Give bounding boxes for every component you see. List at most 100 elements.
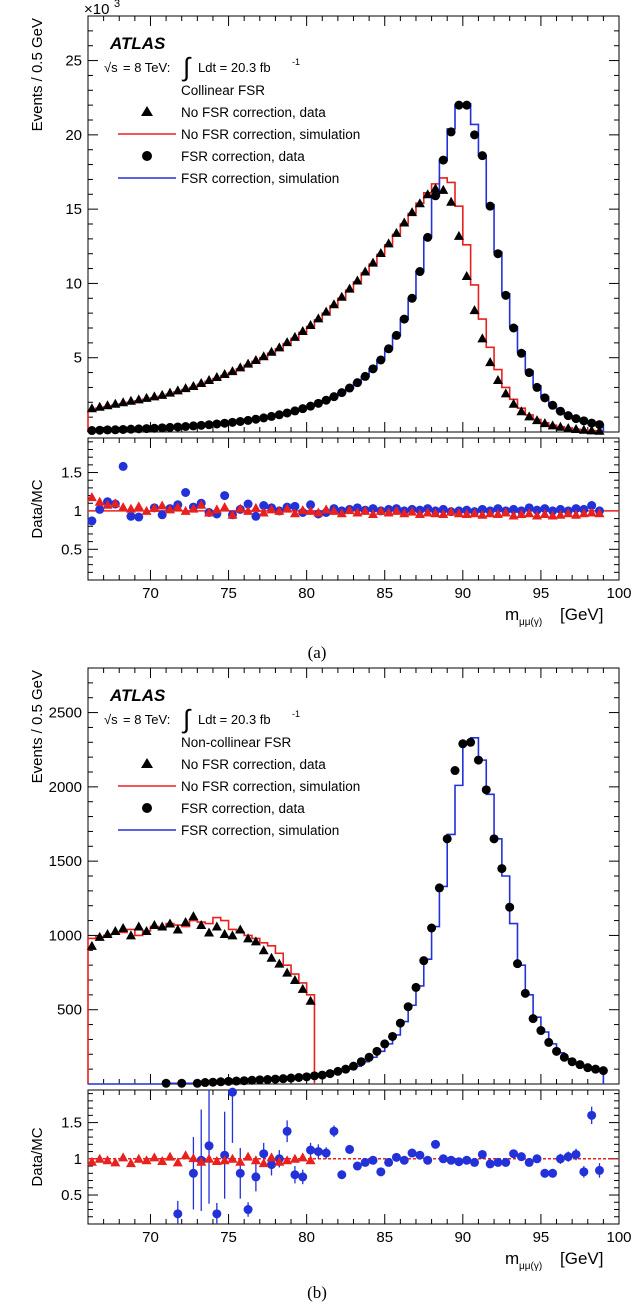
fsr-data-point bbox=[118, 424, 128, 434]
fsr-data-point bbox=[149, 423, 159, 433]
ratio-fsr-point bbox=[524, 1157, 534, 1167]
fsr-data-point bbox=[290, 406, 300, 416]
fsr-data-point bbox=[524, 368, 534, 378]
x-tick-label: 70 bbox=[142, 585, 159, 602]
fsr-data-point bbox=[333, 1066, 343, 1076]
fsr-data-point bbox=[399, 314, 409, 324]
ratio-fsr-point bbox=[430, 1139, 440, 1149]
no-fsr-data-point bbox=[86, 403, 97, 413]
ratio-fsr-point bbox=[204, 1141, 214, 1151]
no-fsr-data-point bbox=[297, 325, 308, 335]
no-fsr-data-point bbox=[243, 933, 254, 943]
ratio-fsr-point bbox=[399, 1155, 409, 1165]
ratio-y-tick-label: 1.5 bbox=[61, 465, 82, 482]
no-fsr-data-point bbox=[305, 320, 316, 330]
fsr-data-point bbox=[591, 1064, 601, 1074]
x-tick-label: 80 bbox=[298, 1229, 315, 1246]
no-fsr-data-point bbox=[235, 924, 246, 934]
fsr-data-point bbox=[87, 426, 97, 436]
ratio-no-fsr-point bbox=[172, 1157, 183, 1167]
fsr-data-point bbox=[512, 959, 522, 969]
ratio-no-fsr-point bbox=[258, 507, 269, 517]
no-fsr-data-point bbox=[164, 918, 175, 928]
ratio-y-tick-label: 0.5 bbox=[61, 541, 82, 558]
ratio-no-fsr-point bbox=[328, 505, 339, 515]
y-tick-label: 500 bbox=[57, 1002, 82, 1019]
ratio-fsr-point bbox=[454, 1157, 464, 1167]
ratio-fsr-point bbox=[227, 1087, 237, 1097]
fsr-data-point bbox=[274, 410, 284, 420]
no-fsr-data-point bbox=[282, 967, 293, 977]
lumi-energy: = 8 TeV: bbox=[123, 712, 170, 727]
fsr-data-point bbox=[196, 420, 206, 430]
no-fsr-data-point bbox=[461, 271, 472, 280]
no-fsr-data-point bbox=[547, 420, 558, 430]
no-fsr-data-point bbox=[235, 362, 246, 372]
ratio-no-fsr-point bbox=[211, 1155, 222, 1165]
ratio-fsr-point bbox=[126, 511, 136, 521]
fsr-data-point bbox=[345, 383, 355, 393]
no-fsr-data-point bbox=[118, 923, 129, 932]
ratio-no-fsr-point bbox=[391, 505, 402, 515]
x-axis-label-unit: [GeV] bbox=[560, 1249, 603, 1268]
ratio-no-fsr-point bbox=[141, 1155, 152, 1165]
ratio-no-fsr-point bbox=[344, 505, 355, 515]
ratio-no-fsr-point bbox=[164, 1151, 175, 1161]
ratio-no-fsr-point bbox=[118, 502, 129, 512]
no-fsr-data-point bbox=[172, 924, 183, 934]
ratio-fsr-point bbox=[532, 505, 542, 515]
atlas-label: ATLAS bbox=[109, 686, 166, 705]
no-fsr-data-point bbox=[344, 283, 355, 293]
no-fsr-data-point bbox=[438, 184, 449, 194]
fsr-data-point bbox=[563, 411, 573, 421]
fsr-data-point bbox=[403, 1002, 413, 1012]
fsr-data-point bbox=[544, 1037, 554, 1047]
y-tick-label: 5 bbox=[74, 350, 82, 367]
fsr-data-point bbox=[423, 232, 433, 242]
fsr-data-point bbox=[575, 1060, 585, 1070]
fsr-data-point bbox=[528, 1014, 538, 1024]
x-tick-label: 75 bbox=[220, 1229, 237, 1246]
ratio-fsr-point bbox=[95, 504, 105, 514]
ratio-no-fsr-point bbox=[133, 501, 144, 511]
no-fsr-data-point bbox=[516, 406, 527, 416]
fsr-data-point bbox=[352, 378, 362, 388]
lumi-energy: = 8 TeV: bbox=[123, 60, 170, 75]
fsr-data-point bbox=[142, 424, 152, 434]
ratio-no-fsr-point bbox=[149, 502, 160, 512]
ratio-fsr-point bbox=[368, 504, 378, 514]
no-fsr-data-point bbox=[297, 983, 308, 993]
x-tick-label: 100 bbox=[606, 585, 631, 602]
ratio-no-fsr-point bbox=[336, 508, 347, 518]
x-axis-label-unit: [GeV] bbox=[560, 605, 603, 624]
no-fsr-data-point bbox=[250, 936, 261, 946]
ratio-no-fsr-point bbox=[157, 1155, 168, 1165]
legend-entry-label: FSR correction, simulation bbox=[181, 823, 339, 838]
x-tick-label: 85 bbox=[376, 1229, 393, 1246]
x-tick-label: 100 bbox=[606, 1229, 631, 1246]
ratio-no-fsr-point bbox=[500, 507, 511, 517]
ratio-no-fsr-point bbox=[289, 508, 300, 518]
ratio-no-fsr-point bbox=[539, 508, 550, 518]
fsr-data-point bbox=[559, 1052, 569, 1062]
fsr-data-point bbox=[341, 1064, 351, 1074]
ratio-fsr-point bbox=[243, 1205, 253, 1215]
ratio-no-fsr-point bbox=[110, 1157, 121, 1167]
fsr-data-point bbox=[567, 1057, 577, 1067]
ratio-no-fsr-point bbox=[563, 508, 574, 518]
fsr-data-point bbox=[356, 1057, 366, 1067]
fsr-data-point bbox=[430, 191, 440, 201]
no-fsr-data-point bbox=[289, 331, 300, 341]
ratio-fsr-point bbox=[259, 501, 269, 511]
ratio-no-fsr-point bbox=[422, 507, 433, 517]
fsr-data-point bbox=[462, 100, 472, 110]
ratio-no-fsr-point bbox=[524, 508, 535, 518]
legend-entry-label: No FSR correction, data bbox=[181, 757, 326, 772]
fsr-data-point bbox=[415, 267, 425, 277]
ratio-no-fsr-point bbox=[227, 1153, 238, 1163]
fsr-data-point bbox=[110, 425, 120, 435]
fsr-data-point bbox=[263, 1075, 273, 1085]
ratio-fsr-point bbox=[555, 504, 565, 514]
y-tick-label: 2500 bbox=[49, 705, 82, 722]
fsr-data-point bbox=[224, 1076, 234, 1086]
